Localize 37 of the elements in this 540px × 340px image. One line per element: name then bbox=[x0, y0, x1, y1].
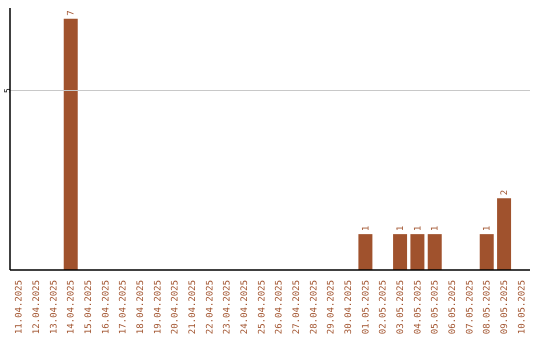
x-tick-label: 23.04.2025 bbox=[222, 280, 233, 334]
data-label: 7 bbox=[66, 10, 77, 16]
x-tick-label: 08.05.2025 bbox=[482, 280, 493, 334]
x-tick-label: 30.04.2025 bbox=[344, 280, 354, 334]
x-tick-label: 26.04.2025 bbox=[274, 280, 285, 334]
x-tick-label: 13.04.2025 bbox=[49, 280, 60, 334]
x-tick-label: 07.05.2025 bbox=[465, 280, 476, 334]
data-label: 2 bbox=[500, 190, 510, 196]
data-label: 1 bbox=[413, 226, 424, 232]
data-label: 1 bbox=[396, 226, 406, 232]
x-tick-label: 18.04.2025 bbox=[136, 280, 146, 334]
x-tick-label: 29.04.2025 bbox=[326, 280, 337, 334]
x-tick-label: 27.04.2025 bbox=[292, 280, 302, 334]
data-label: 1 bbox=[361, 226, 372, 232]
data-label: 1 bbox=[430, 226, 441, 232]
data-label: 1 bbox=[482, 226, 493, 232]
x-tick-label: 10.05.2025 bbox=[517, 280, 528, 334]
x-tick-label: 20.04.2025 bbox=[170, 280, 181, 334]
x-tick-label: 16.04.2025 bbox=[101, 280, 112, 334]
x-tick-label: 17.04.2025 bbox=[118, 280, 129, 334]
x-tick-label: 21.04.2025 bbox=[188, 280, 198, 334]
x-tick-label: 02.05.2025 bbox=[378, 280, 389, 334]
x-tick-label: 25.04.2025 bbox=[257, 280, 268, 334]
x-tick-label: 01.05.2025 bbox=[361, 280, 372, 334]
x-tick-label: 11.04.2025 bbox=[14, 280, 25, 334]
x-tick-label: 06.05.2025 bbox=[448, 280, 458, 334]
x-tick-label: 19.04.2025 bbox=[153, 280, 164, 334]
x-tick-label: 15.04.2025 bbox=[84, 280, 94, 334]
x-tick-label: 05.05.2025 bbox=[430, 280, 441, 334]
x-tick-label: 04.05.2025 bbox=[413, 280, 424, 334]
x-tick-label: 09.05.2025 bbox=[500, 280, 510, 334]
x-tick-label: 12.04.2025 bbox=[32, 280, 42, 334]
x-tick-label: 14.04.2025 bbox=[66, 280, 77, 334]
x-tick-label: 22.04.2025 bbox=[205, 280, 216, 334]
x-tick-label: 03.05.2025 bbox=[396, 280, 406, 334]
x-tick-label: 28.04.2025 bbox=[309, 280, 320, 334]
x-tick-label: 24.04.2025 bbox=[240, 280, 250, 334]
